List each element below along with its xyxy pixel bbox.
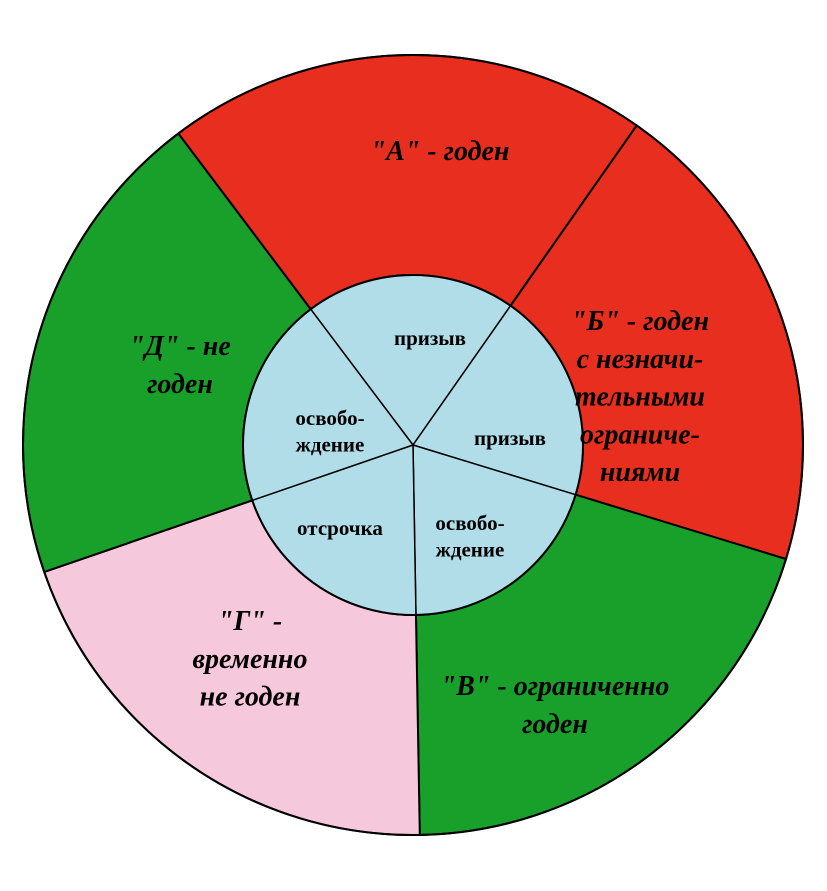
outer-label-line: "Д" - не [129,331,231,362]
chart-stage: "А" - годен "Б" - годен с незначи-тельными… [0,0,827,891]
inner-label-line: ждение [296,432,365,456]
outer-label-line: годен [522,709,588,740]
inner-label-B: призыв [474,426,546,450]
outer-label-line: тельными [575,382,705,413]
outer-label-line: "В" - ограниченно [441,671,670,702]
outer-label-line: ниями [600,457,680,488]
inner-label-A: призыв [394,326,466,350]
outer-label-line: с незначи- [577,344,704,375]
outer-label-line: годен [147,369,213,400]
outer-label-line: временно [193,644,308,675]
outer-label-line: "Г" - [218,606,282,637]
pie-chart: "А" - годен "Б" - годен с незначи-тельными… [0,0,827,891]
inner-label-line: отсрочка [297,516,383,540]
outer-label-line: "Б" - годен [571,306,709,337]
inner-label-line: ждение [436,537,505,561]
inner-label-line: освобо- [435,511,504,535]
inner-label-line: призыв [474,426,546,450]
inner-label-line: освобо- [295,406,364,430]
inner-label-G: отсрочка [297,516,383,540]
outer-label-line: не годен [200,682,301,713]
outer-label-line: "А" - годен [371,136,510,167]
outer-label-line: ограниче- [580,419,700,450]
inner-label-line: призыв [394,326,466,350]
outer-label-A: "А" - годен [371,136,510,167]
